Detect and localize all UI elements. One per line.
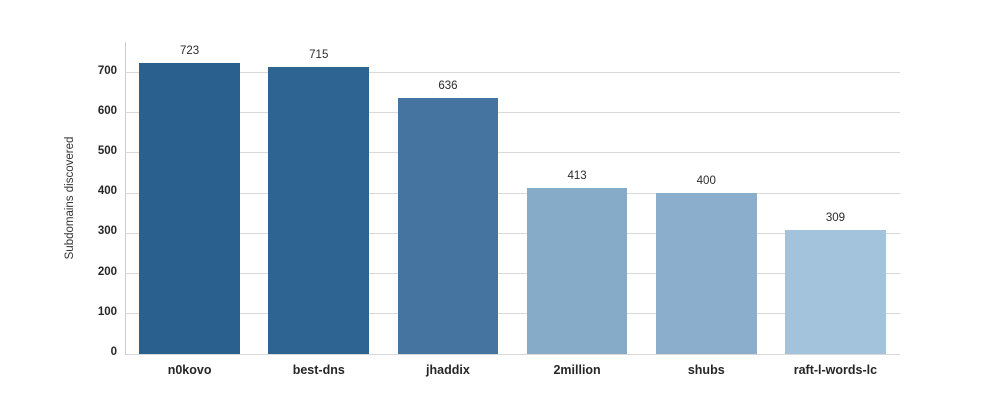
- y-axis-spine: [125, 42, 126, 354]
- bar-value-label: 309: [825, 211, 845, 224]
- gridline: [125, 152, 900, 154]
- x-tick-label: 2million: [553, 363, 601, 377]
- gridline: [125, 313, 900, 315]
- bar-value-label: 715: [309, 48, 329, 61]
- bar-value-label: 413: [567, 169, 587, 182]
- bar: [139, 63, 240, 354]
- y-tick-label: 600: [97, 104, 117, 117]
- y-tick-label: 200: [97, 265, 117, 278]
- y-tick-label: 700: [97, 64, 117, 77]
- bar: [785, 229, 886, 354]
- bar-value-label: 636: [438, 80, 458, 93]
- gridline: [125, 72, 900, 74]
- x-tick-label: raft-l-words-lc: [793, 363, 878, 377]
- gridline: [125, 192, 900, 194]
- y-tick-label: 0: [110, 346, 117, 358]
- gridline: [125, 353, 900, 355]
- x-tick-label: shubs: [687, 363, 725, 377]
- x-tick-label: best-dns: [292, 363, 345, 377]
- y-tick-label: 400: [97, 185, 117, 198]
- bar: [268, 66, 370, 354]
- y-tick-label: 500: [97, 144, 117, 157]
- gridline: [125, 232, 900, 234]
- bar: [397, 98, 499, 354]
- x-tick-label: n0kovo: [167, 363, 212, 377]
- y-tick-label: 300: [97, 225, 117, 238]
- bar-value-label: 723: [179, 45, 200, 58]
- bar-value-label: 400: [696, 175, 716, 188]
- gridline: [125, 112, 900, 114]
- x-tick-label: jhaddix: [426, 363, 470, 377]
- bar: [655, 193, 757, 354]
- y-tick-label: 100: [97, 305, 117, 318]
- gridline: [125, 273, 900, 275]
- bar: [526, 187, 628, 354]
